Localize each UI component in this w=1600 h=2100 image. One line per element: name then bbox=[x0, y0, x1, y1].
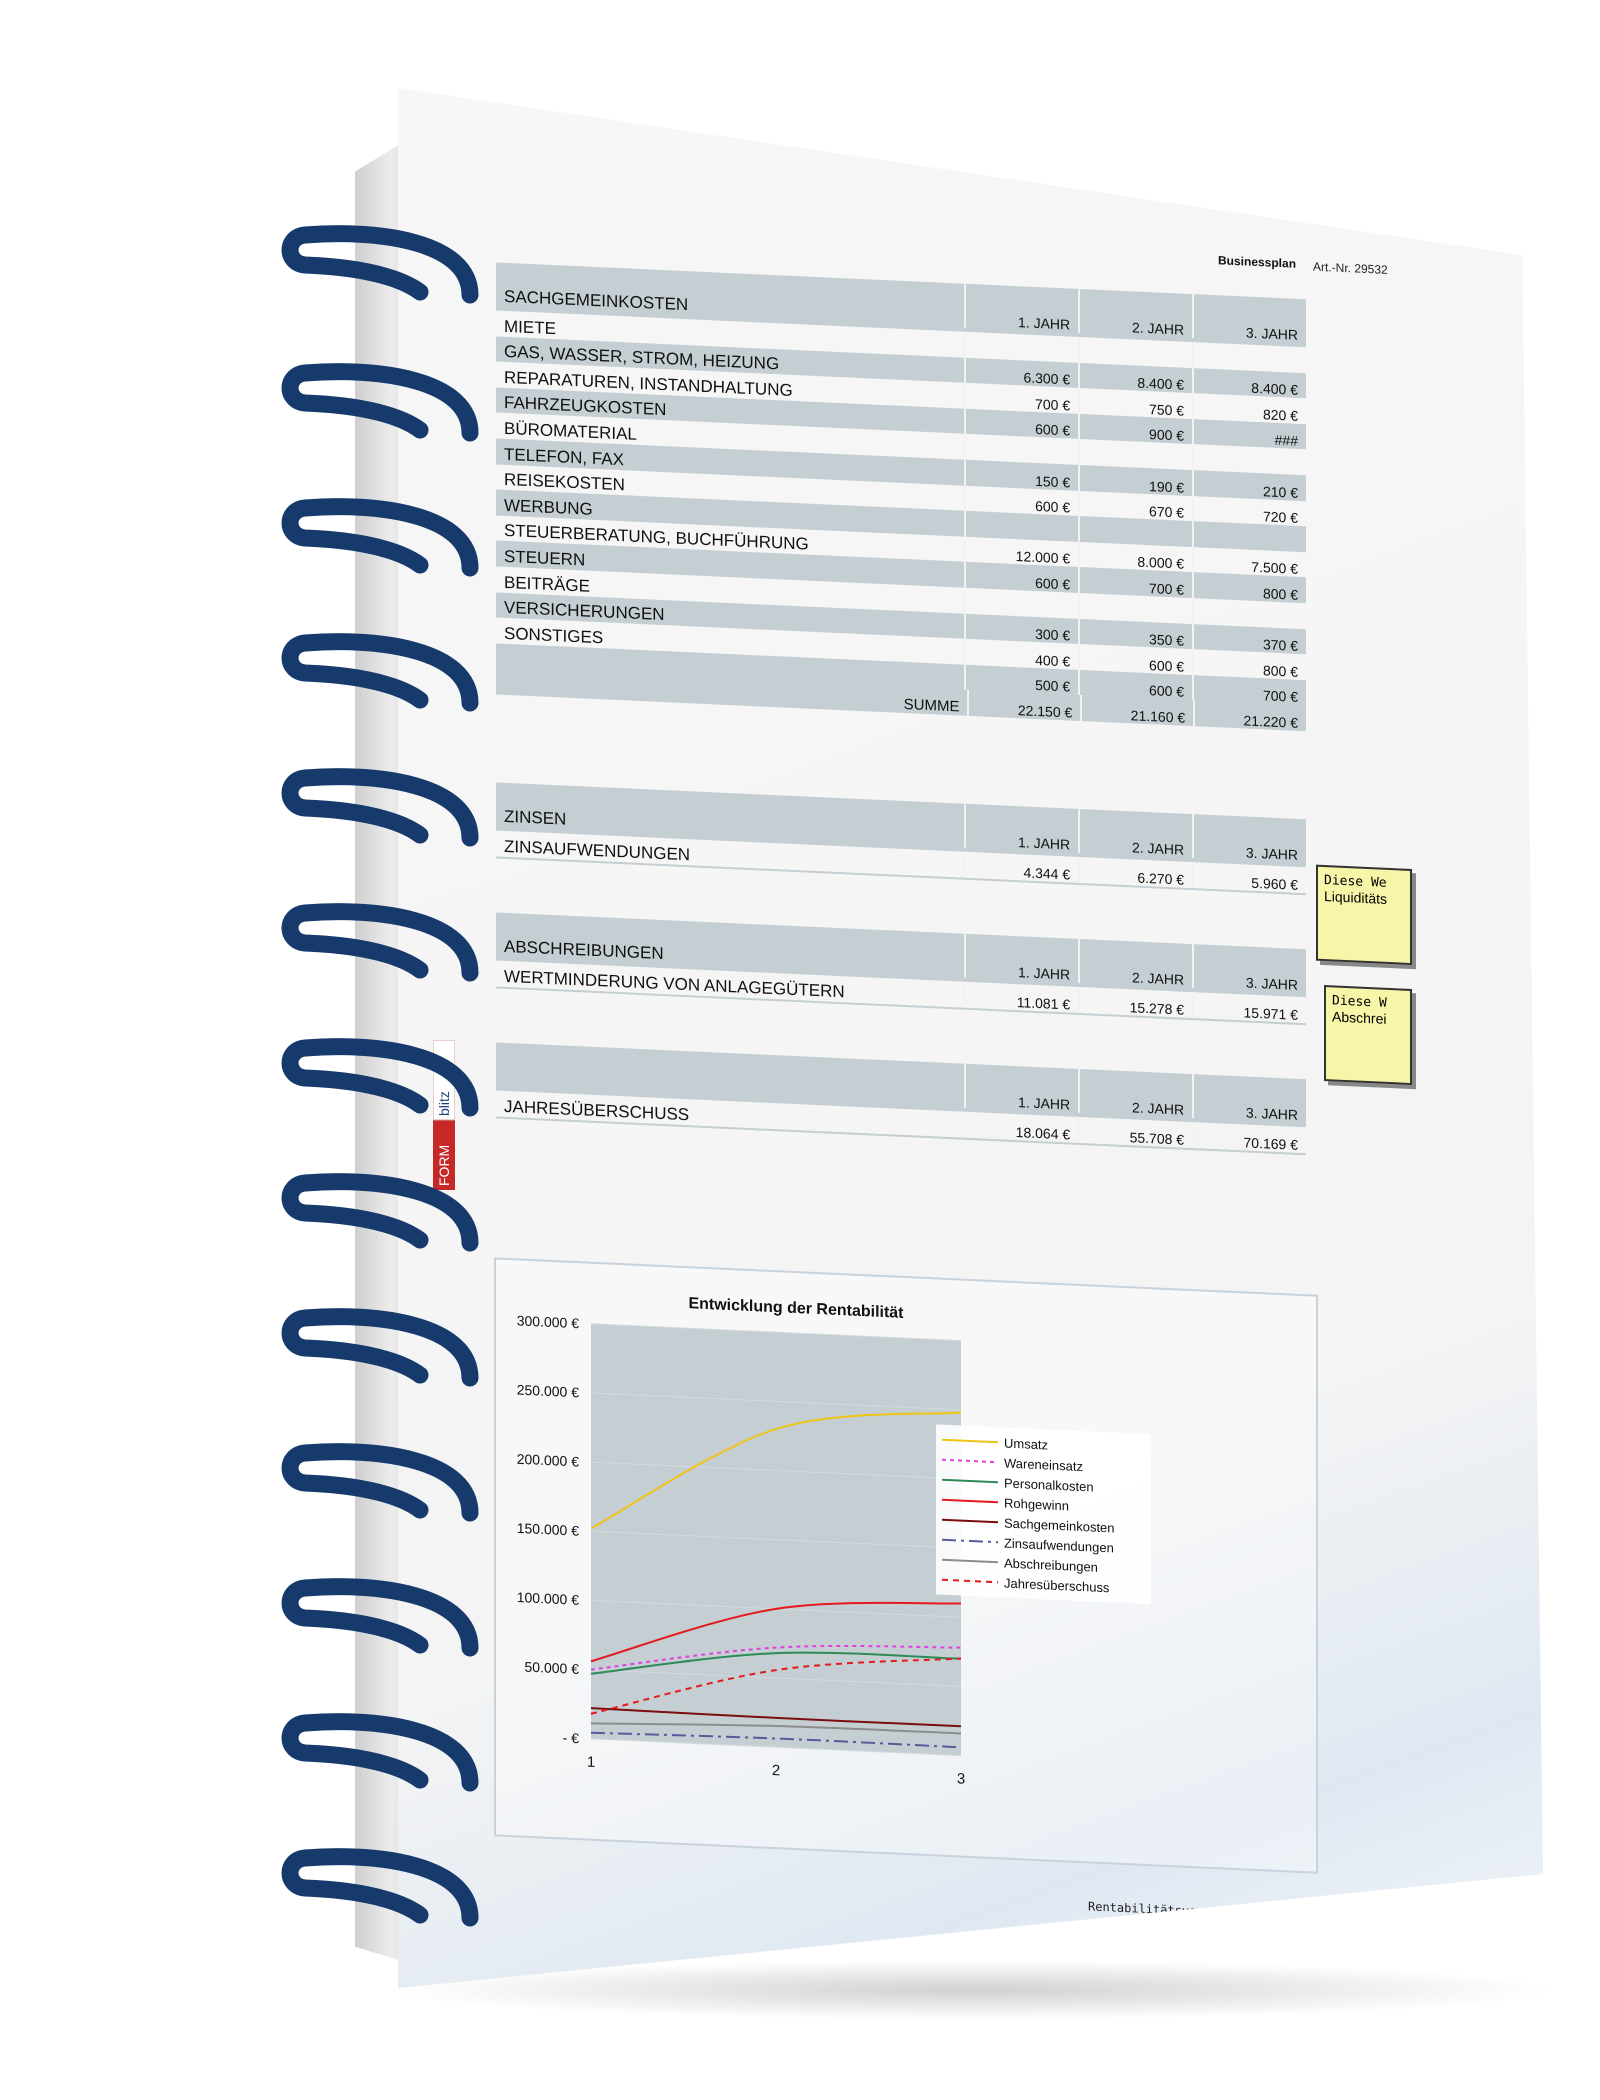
jahresueberschuss-table: 1. JAHR 2. JAHR 3. JAHR JAHRESÜBERSCHUSS 18.… bbox=[496, 1042, 1306, 1155]
note-line: Abschrei bbox=[1332, 1008, 1387, 1027]
legend-swatch bbox=[942, 1498, 998, 1504]
y-tick-label: 100.000 € bbox=[517, 1589, 579, 1608]
note-line: Liquiditäts bbox=[1324, 888, 1388, 907]
cell-value: 4.344 € bbox=[964, 851, 1079, 883]
gridline bbox=[591, 1392, 961, 1411]
legend-box bbox=[936, 1424, 1151, 1605]
legend-entry: Jahresüberschuss bbox=[1004, 1576, 1110, 1596]
x-tick-label: 1 bbox=[587, 1754, 595, 1771]
year-header: 3. JAHR bbox=[1192, 1074, 1306, 1124]
legend-entry: Sachgemeinkosten bbox=[1004, 1516, 1115, 1536]
article-number: Art.-Nr. 29532 bbox=[1313, 259, 1388, 277]
series-line-jahresüberschuss bbox=[590, 1657, 962, 1715]
legend-swatch bbox=[942, 1478, 998, 1484]
year-header: 1. JAHR bbox=[964, 283, 1079, 333]
page-footer: Rentabilitätsvorschau Seite 2/2 bbox=[1088, 1899, 1312, 1924]
svg-text:blitz: blitz bbox=[436, 1091, 452, 1116]
formblitz-logo: FORM blitz bbox=[433, 1040, 455, 1190]
year-header: 3. JAHR bbox=[1192, 944, 1306, 994]
legend-entry: Personalkosten bbox=[1004, 1476, 1094, 1495]
chart-title: Entwicklung der Rentabilität bbox=[688, 1295, 904, 1322]
svg-text:FORM: FORM bbox=[436, 1145, 452, 1186]
year-header: 2. JAHR bbox=[1078, 938, 1193, 989]
gridline bbox=[591, 1669, 961, 1687]
gridline bbox=[591, 1461, 961, 1480]
cell-value: 15.971 € bbox=[1192, 992, 1306, 1023]
cell-value: 55.708 € bbox=[1078, 1116, 1193, 1148]
series-line-sachgemeinkosten bbox=[590, 1707, 962, 1728]
series-line-abschreibungen bbox=[590, 1722, 962, 1735]
cell-value: 15.278 € bbox=[1078, 986, 1193, 1018]
legend-swatch bbox=[942, 1458, 998, 1464]
y-tick-label: 150.000 € bbox=[517, 1520, 579, 1539]
sum-value: 22.150 € bbox=[967, 690, 1081, 721]
year-header: 2. JAHR bbox=[1078, 1068, 1193, 1119]
year-header: 3. JAHR bbox=[1192, 814, 1306, 864]
document-page: Businessplan Art.-Nr. 29532 SACHGEMEINKO… bbox=[398, 88, 1543, 1988]
year-header: 1. JAHR bbox=[964, 1063, 1079, 1113]
y-tick-label: 250.000 € bbox=[517, 1382, 579, 1401]
legend-swatch bbox=[942, 1518, 998, 1524]
legend-entry: Umsatz bbox=[1004, 1436, 1048, 1453]
y-tick-label: 300.000 € bbox=[517, 1312, 579, 1331]
y-tick-label: 200.000 € bbox=[517, 1451, 579, 1470]
series-line-zinsaufwendungen bbox=[590, 1731, 962, 1749]
legend-swatch bbox=[942, 1578, 998, 1584]
x-tick-label: 3 bbox=[957, 1770, 965, 1787]
sachgemeinkosten-table: SACHGEMEINKOSTEN 1. JAHR 2. JAHR 3. JAHR MIE… bbox=[496, 262, 1306, 732]
year-header: 1. JAHR bbox=[964, 803, 1079, 853]
legend-swatch bbox=[942, 1558, 998, 1564]
x-tick-label: 2 bbox=[772, 1762, 780, 1779]
cell-value: 11.081 € bbox=[964, 981, 1079, 1013]
cell-value: 18.064 € bbox=[964, 1111, 1079, 1143]
rentabilitaet-chart: Entwicklung der Rentabilität - € 50.000 € 1… bbox=[494, 1257, 1318, 1874]
sum-value: 21.220 € bbox=[1193, 700, 1306, 732]
cell-value: 70.169 € bbox=[1192, 1122, 1306, 1153]
legend-entry: Rohgewinn bbox=[1004, 1496, 1069, 1514]
comment-note-abschreibung[interactable]: Diese W Abschrei bbox=[1324, 985, 1412, 1086]
year-header: 1. JAHR bbox=[964, 933, 1079, 983]
comment-note-liquiditaet[interactable]: Diese We Liquiditäts bbox=[1316, 864, 1412, 966]
series-line-rohgewinn bbox=[590, 1601, 962, 1663]
series-line-wareneinsatz bbox=[590, 1644, 962, 1671]
gridline bbox=[591, 1738, 961, 1757]
legend-entry: Wareneinsatz bbox=[1004, 1456, 1083, 1475]
cell-value: 5.960 € bbox=[1192, 862, 1306, 893]
legend-swatch bbox=[942, 1538, 998, 1544]
legend-entry: Zinsaufwendungen bbox=[1004, 1536, 1114, 1556]
series-line-personalkosten bbox=[590, 1651, 962, 1675]
chart-svg: Entwicklung der Rentabilität - € 50.000 € 1… bbox=[517, 1295, 1151, 1788]
series-line-umsatz bbox=[590, 1411, 962, 1530]
year-header: 2. JAHR bbox=[1078, 808, 1193, 859]
sum-value: 21.160 € bbox=[1080, 695, 1194, 727]
year-header: 3. JAHR bbox=[1192, 294, 1306, 344]
zinsen-table: ZINSEN 1. JAHR 2. JAHR 3. JAHR ZINSAUFWENDUN… bbox=[496, 782, 1306, 895]
gridline bbox=[591, 1530, 961, 1549]
brand-label: Businessplan bbox=[1218, 253, 1297, 271]
gridline bbox=[591, 1323, 961, 1342]
year-header: 2. JAHR bbox=[1078, 288, 1193, 339]
cell-value: 6.270 € bbox=[1078, 856, 1193, 888]
legend-swatch bbox=[942, 1438, 998, 1444]
legend-entry: Abschreibungen bbox=[1004, 1556, 1098, 1575]
y-tick-label: 50.000 € bbox=[525, 1659, 580, 1677]
y-tick-label: - € bbox=[563, 1729, 580, 1746]
abschreibungen-table: ABSCHREIBUNGEN 1. JAHR 2. JAHR 3. JAHR WERTM… bbox=[496, 912, 1306, 1025]
